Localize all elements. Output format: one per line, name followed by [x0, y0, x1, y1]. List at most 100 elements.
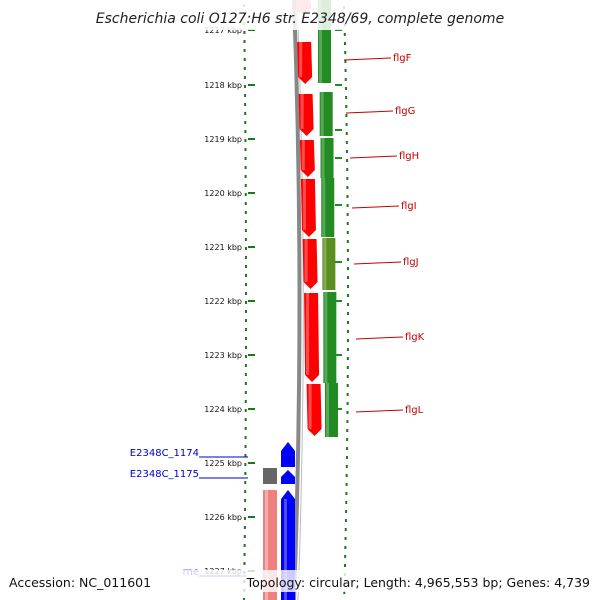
ruler-dots-left [243, 4, 247, 600]
ruler-dot [244, 427, 247, 430]
gene-leader-line [355, 409, 404, 413]
ruler-dot [244, 355, 247, 358]
green-feature-highlight [323, 238, 327, 290]
ruler-dot [244, 409, 247, 412]
ruler-dot [346, 267, 349, 270]
ruler-dot [244, 310, 247, 313]
ruler-dot [346, 249, 349, 252]
ruler-dot [346, 402, 349, 405]
ruler-dot [244, 454, 247, 457]
ruler-dot [346, 240, 349, 243]
green-feature-column [318, 0, 342, 437]
green-tick [335, 84, 342, 86]
ruler-dot [244, 463, 247, 466]
gene-leader-line [353, 261, 402, 265]
ruler-dot [344, 87, 347, 90]
ruler-tick [248, 462, 255, 464]
ruler-dot [244, 382, 247, 385]
ruler-dot [346, 177, 349, 180]
ruler-dot [244, 220, 247, 223]
red-gene-highlight [306, 293, 310, 375]
ruler-tick [248, 516, 255, 518]
pink-gene-highlight [265, 490, 268, 600]
ruler-dot [244, 94, 247, 97]
ruler-dot [244, 265, 247, 268]
ruler-label: 1223 kbp [204, 351, 242, 360]
ruler-dot [346, 339, 349, 342]
ruler-dot [344, 519, 347, 522]
ruler-dot [346, 159, 349, 162]
ruler-label: 1218 kbp [204, 81, 242, 90]
ruler-label: 1220 kbp [204, 189, 242, 198]
red-gene-highlight [302, 179, 306, 230]
ruler-dot [243, 553, 246, 556]
ruler-label: 1219 kbp [204, 135, 242, 144]
topology-text: Topology: circular; Length: 4,965,553 bp… [246, 575, 590, 590]
ruler-dot [244, 481, 247, 484]
ruler-dot [345, 474, 348, 477]
ruler-label: 1222 kbp [204, 297, 242, 306]
red-gene-highlight [299, 42, 303, 77]
gene-leader-line [349, 155, 398, 159]
red-gene-arrow [297, 42, 313, 84]
red-gene-track [296, 0, 322, 436]
ruler-dot [344, 69, 347, 72]
ruler-dot [346, 195, 349, 198]
green-feature [321, 178, 335, 237]
ruler-dot [346, 222, 349, 225]
ruler-dot [346, 393, 349, 396]
ruler-dot [243, 562, 246, 565]
ruler-dot [343, 591, 346, 594]
ruler-dot [345, 105, 348, 108]
red-gene-arrow [298, 94, 314, 136]
gene-label-flgI: flgI [401, 201, 417, 212]
ruler-dot [244, 202, 247, 205]
gene-leader-line [355, 336, 404, 340]
green-tick [335, 300, 342, 302]
ruler-dot [244, 229, 247, 232]
ruler-dot [244, 166, 247, 169]
ruler-dot [244, 256, 247, 259]
ruler-dot [244, 499, 247, 502]
ruler-dot [244, 373, 247, 376]
ruler-dot [244, 445, 247, 448]
green-feature [322, 238, 336, 290]
ruler-dot [244, 193, 247, 196]
ruler-dot [244, 274, 247, 277]
ruler-dot [346, 357, 349, 360]
ruler-label: 1221 kbp [204, 243, 242, 252]
ruler-dot [346, 366, 349, 369]
ruler-dot [243, 49, 246, 52]
ruler-dot [243, 40, 246, 43]
ruler-labels: 1217 kbp 1218 kbp 1219 kbp 1220 kbp 1221 kbp… [204, 26, 255, 576]
ruler-dot [244, 436, 247, 439]
green-feature [320, 138, 334, 178]
ruler-dot [343, 33, 346, 36]
ruler-dot [244, 130, 247, 133]
ruler-dot [244, 211, 247, 214]
green-tick [335, 408, 342, 410]
red-gene-highlight [308, 384, 312, 429]
ruler-dot [244, 508, 247, 511]
gene-label-E2348C_1174: E2348C_1174 [130, 448, 199, 459]
red-gene-arrow [302, 239, 318, 289]
gene-label-flgL: flgL [405, 405, 424, 416]
ruler-dot [345, 510, 348, 513]
title-band [0, 0, 600, 30]
ruler-dot [244, 283, 247, 286]
ruler-dot [243, 67, 246, 70]
green-feature-highlight [324, 292, 328, 383]
ruler-dot [346, 303, 349, 306]
ruler-dot [346, 312, 349, 315]
ruler-dot [244, 139, 247, 142]
ruler-dot [345, 114, 348, 117]
blue-gene-arrow [281, 442, 295, 467]
ruler-dot [346, 384, 349, 387]
ruler-dot [346, 276, 349, 279]
gene-leader-line [343, 57, 392, 61]
ruler-dot [345, 456, 348, 459]
gene-label-flgJ: flgJ [403, 257, 419, 268]
ruler-dot [243, 85, 246, 88]
gene-label-flgK: flgK [405, 332, 425, 343]
ruler-dot [346, 204, 349, 207]
